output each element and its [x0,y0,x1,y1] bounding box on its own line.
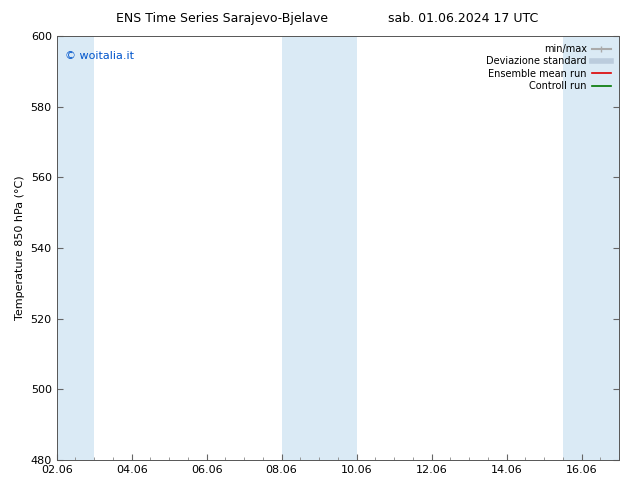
Text: © woitalia.it: © woitalia.it [65,51,134,61]
Bar [563,36,619,460]
Text: ENS Time Series Sarajevo-Bjelave: ENS Time Series Sarajevo-Bjelave [116,12,328,25]
Bar [281,36,356,460]
Bar [56,36,94,460]
Legend: min/max, Deviazione standard, Ensemble mean run, Controll run: min/max, Deviazione standard, Ensemble m… [484,41,614,94]
Text: sab. 01.06.2024 17 UTC: sab. 01.06.2024 17 UTC [388,12,538,25]
Y-axis label: Temperature 850 hPa (°C): Temperature 850 hPa (°C) [15,176,25,320]
